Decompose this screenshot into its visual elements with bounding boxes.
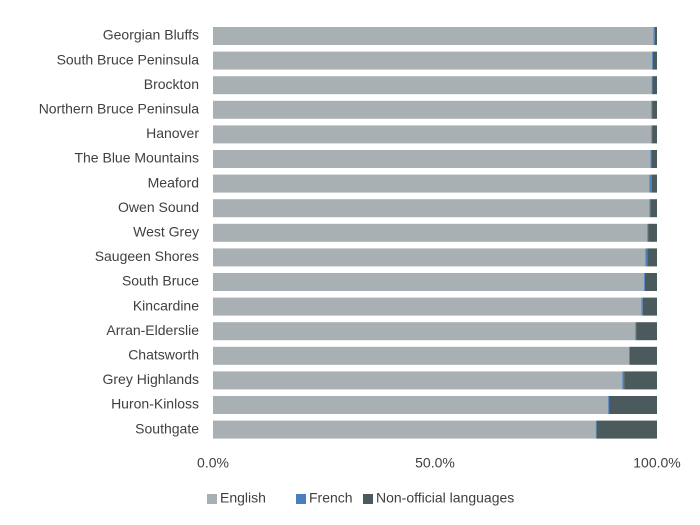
- category-label: Huron-Kinloss: [111, 396, 199, 412]
- x-tick-label: 100.0%: [633, 455, 680, 471]
- bar-segment-non-official-languages: [653, 51, 657, 70]
- bar-segment-french: [608, 396, 610, 414]
- bar-segment-english: [213, 273, 645, 291]
- bar-segment-french: [653, 27, 655, 45]
- bar-segment-non-official-languages: [652, 125, 657, 144]
- category-label: Georgian Bluffs: [103, 27, 199, 43]
- bar-segment-non-official-languages: [647, 248, 657, 267]
- bar-segment-english: [213, 199, 650, 218]
- category-label: South Bruce Peninsula: [57, 51, 200, 67]
- category-label: Chatsworth: [128, 347, 199, 363]
- category-label: Grey Highlands: [103, 371, 200, 387]
- category-label: Owen Sound: [118, 199, 199, 215]
- bar-segment-non-official-languages: [609, 396, 657, 414]
- bar-segment-non-official-languages: [652, 100, 657, 119]
- bar-segment-non-official-languages: [651, 150, 657, 168]
- category-label: Meaford: [148, 174, 199, 190]
- bar-segment-english: [213, 297, 642, 316]
- bar-segment-english: [213, 174, 650, 193]
- bar-segment-french: [641, 297, 643, 316]
- bar-segment-french: [650, 150, 652, 168]
- bar-segment-english: [213, 27, 654, 45]
- legend-swatch: [363, 494, 373, 504]
- bar-segment-english: [213, 100, 652, 119]
- category-label: The Blue Mountains: [74, 150, 199, 166]
- bar-segment-english: [213, 223, 648, 242]
- legend-label: French: [309, 490, 353, 506]
- bar-segment-non-official-languages: [651, 174, 657, 193]
- bar-segment-french: [635, 322, 637, 341]
- category-label: Brockton: [144, 76, 199, 92]
- bar-segment-english: [213, 51, 653, 70]
- bar-segment-french: [651, 125, 653, 144]
- bar-segment-non-official-languages: [645, 273, 657, 291]
- bar-segment-french: [595, 420, 597, 439]
- bar-segment-english: [213, 76, 652, 95]
- bar-segment-non-official-languages: [624, 371, 657, 390]
- bar-segment-french: [647, 223, 649, 242]
- bar-segment-english: [213, 420, 596, 439]
- bar-segment-english: [213, 125, 652, 144]
- bar-segment-non-official-languages: [652, 76, 657, 95]
- legend-label: English: [220, 490, 266, 506]
- legend-swatch: [296, 494, 306, 504]
- category-label: Southgate: [135, 420, 199, 436]
- legend-label: Non-official languages: [376, 490, 514, 506]
- bar-segment-french: [651, 100, 653, 119]
- bar-segment-english: [213, 150, 651, 168]
- bar-segment-french: [622, 371, 625, 390]
- bar-segment-english: [213, 248, 646, 267]
- category-label: Arran-Elderslie: [106, 322, 199, 338]
- category-label: Hanover: [146, 125, 199, 141]
- bar-segment-english: [213, 396, 609, 414]
- category-label: South Bruce: [122, 273, 199, 289]
- bar-segment-french: [629, 346, 630, 365]
- bar-segment-english: [213, 371, 623, 390]
- bar-segment-non-official-languages: [629, 346, 657, 365]
- x-tick-label: 50.0%: [415, 455, 455, 471]
- bar-segment-french: [651, 76, 653, 95]
- bar-segment-english: [213, 322, 636, 341]
- category-label: West Grey: [133, 224, 199, 240]
- bar-segment-non-official-languages: [642, 297, 657, 316]
- bar-segment-english: [213, 346, 630, 365]
- bar-segment-french: [644, 273, 646, 291]
- category-label: Northern Bruce Peninsula: [39, 101, 200, 117]
- bar-segment-french: [649, 174, 652, 193]
- bar-segment-non-official-languages: [648, 223, 657, 242]
- bar-segment-non-official-languages: [650, 199, 657, 218]
- bar-segment-french: [649, 199, 651, 218]
- bar-segment-french: [652, 51, 654, 70]
- category-label: Saugeen Shores: [95, 248, 199, 264]
- x-tick-label: 0.0%: [197, 455, 229, 471]
- category-label: Kincardine: [133, 297, 199, 313]
- bar-segment-french: [645, 248, 648, 267]
- legend-swatch: [207, 494, 217, 504]
- bar-segment-non-official-languages: [636, 322, 657, 341]
- bar-segment-non-official-languages: [596, 420, 657, 439]
- bar-segment-non-official-languages: [654, 27, 657, 45]
